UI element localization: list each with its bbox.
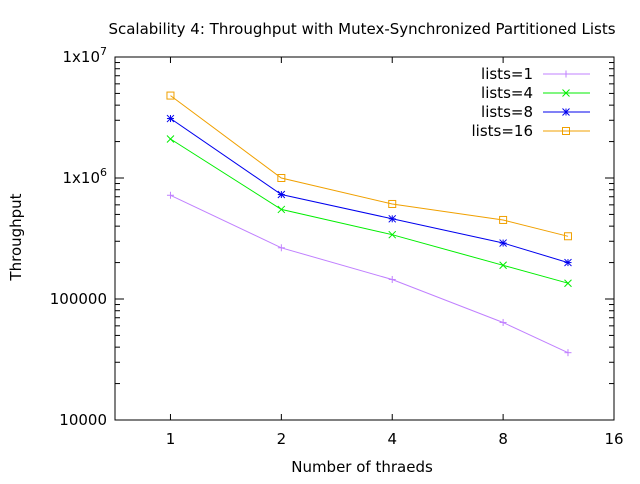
- x-tick-label: 16: [604, 430, 623, 448]
- plot-frame: [114, 56, 615, 421]
- series-lists-16: [166, 91, 572, 241]
- marker-stroke: [562, 127, 570, 135]
- y-tick-label: 1x107: [62, 45, 107, 66]
- marker-stroke: [562, 108, 570, 116]
- marker-stroke: [564, 279, 572, 288]
- data-point: [166, 135, 175, 143]
- legend-marker: [562, 127, 570, 135]
- legend-label: lists=1: [481, 65, 533, 83]
- legend-item: lists=4: [481, 84, 590, 102]
- legend-label: lists=16: [471, 122, 533, 140]
- data-point: [499, 318, 507, 326]
- data-point: [499, 215, 508, 224]
- series-line: [170, 138, 569, 284]
- marker-stroke: [277, 205, 286, 214]
- legend-item: lists=1: [481, 65, 590, 83]
- legend-marker: [562, 89, 570, 97]
- y-tick-label: 1x106: [62, 166, 107, 187]
- marker-stroke: [499, 215, 508, 224]
- data-point: [499, 261, 507, 270]
- y-tick-label-exponent: 6: [100, 166, 107, 179]
- x-axis-label: Number of thraeds: [291, 458, 433, 476]
- marker-stroke: [166, 91, 175, 100]
- data-point: [564, 349, 572, 357]
- data-point: [277, 205, 286, 214]
- data-point: [166, 114, 175, 123]
- y-tick-label-base: 1x10: [62, 48, 100, 66]
- series-lists-8: [166, 114, 572, 267]
- marker-stroke: [277, 190, 286, 199]
- marker-stroke: [563, 232, 572, 241]
- data-point: [388, 214, 397, 223]
- chart-title: Scalability 4: Throughput with Mutex-Syn…: [108, 20, 615, 38]
- marker-stroke: [564, 258, 572, 267]
- data-point: [499, 239, 507, 247]
- marker-stroke: [277, 174, 286, 182]
- marker-stroke: [166, 114, 175, 123]
- data-point: [277, 174, 286, 182]
- marker-stroke: [166, 135, 175, 143]
- x-tick-label: 1: [166, 430, 176, 448]
- legend-label: lists=8: [481, 103, 533, 121]
- series-line: [170, 95, 569, 237]
- legend-marker: [562, 108, 570, 116]
- series-lists-4: [166, 135, 572, 288]
- data-point: [166, 91, 175, 100]
- y-tick-label: 10000: [59, 411, 107, 429]
- marker-stroke: [562, 89, 570, 97]
- data-point: [166, 191, 174, 199]
- marker-stroke: [499, 261, 507, 270]
- series-line: [170, 194, 569, 354]
- legend-item: lists=8: [481, 103, 590, 121]
- marker-stroke: [388, 230, 397, 239]
- x-tick-label: 4: [387, 430, 397, 448]
- y-tick-label: 100000: [50, 290, 107, 308]
- legend-label: lists=4: [481, 84, 533, 102]
- marker-stroke: [388, 214, 397, 223]
- series-lists-1: [166, 191, 572, 357]
- y-tick-label-exponent: 7: [100, 45, 107, 58]
- y-tick-label-base: 1x10: [62, 169, 100, 187]
- data-point: [388, 199, 397, 208]
- data-point: [564, 258, 572, 267]
- data-point: [563, 232, 572, 241]
- marker-stroke: [388, 199, 397, 208]
- series-group: [166, 91, 572, 357]
- legend-item: lists=16: [471, 122, 590, 140]
- data-point: [388, 275, 396, 283]
- x-tick-label: 8: [498, 430, 508, 448]
- data-point: [277, 244, 285, 252]
- legend-marker: [562, 70, 570, 78]
- y-axis-label: Throughput: [7, 193, 25, 281]
- x-tick-label: 2: [277, 430, 287, 448]
- data-point: [388, 230, 397, 239]
- data-point: [564, 279, 572, 288]
- data-point: [277, 190, 286, 199]
- marker-stroke: [499, 239, 507, 247]
